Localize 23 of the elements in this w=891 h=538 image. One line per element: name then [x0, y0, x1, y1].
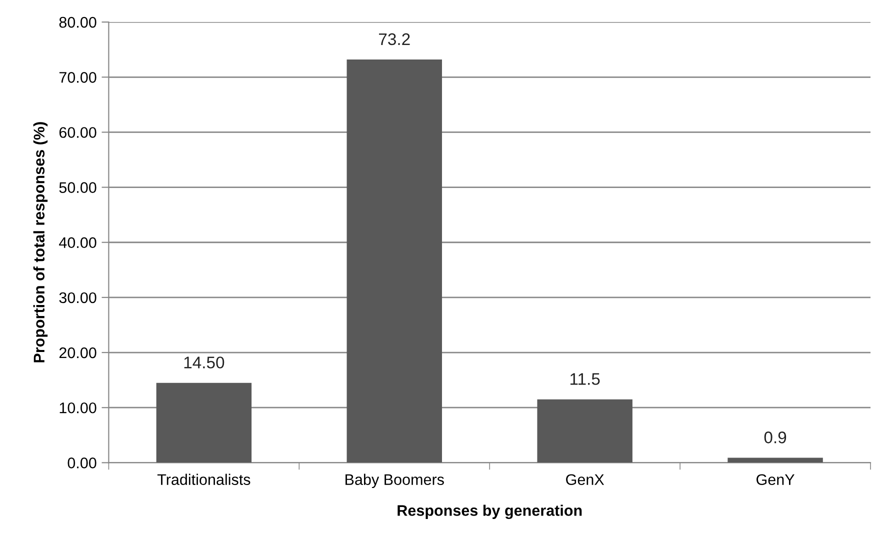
bar — [156, 382, 252, 463]
x-tick-label: GenX — [566, 474, 604, 486]
data-label: 73.2 — [379, 33, 410, 46]
x-tick-label: Traditionalists — [157, 474, 250, 486]
y-tick-label: 40.00 — [59, 237, 96, 248]
y-tick-label: 70.00 — [59, 72, 96, 83]
bar — [537, 399, 632, 463]
y-tick-label: 0.00 — [68, 458, 96, 468]
bar — [346, 60, 442, 463]
y-tick-label: 30.00 — [59, 292, 96, 304]
y-tick-label: 20.00 — [59, 347, 96, 358]
y-tick-label: 10.00 — [60, 402, 96, 414]
bar — [728, 458, 823, 463]
x-tick-label: Baby Boomers — [346, 474, 444, 488]
x-axis-title: Responses by generation — [398, 504, 582, 520]
data-label: 11.5 — [570, 373, 600, 385]
y-tick-label: 80.00 — [59, 16, 96, 28]
data-label: 14.50 — [184, 356, 224, 368]
y-tick-label: 60.00 — [59, 127, 96, 138]
x-tick-label: GenY — [756, 474, 794, 486]
y-axis-title: Proportion of total responses (%) — [33, 122, 48, 362]
data-label: 0.9 — [764, 432, 786, 444]
y-tick-label: 50.00 — [59, 182, 96, 193]
